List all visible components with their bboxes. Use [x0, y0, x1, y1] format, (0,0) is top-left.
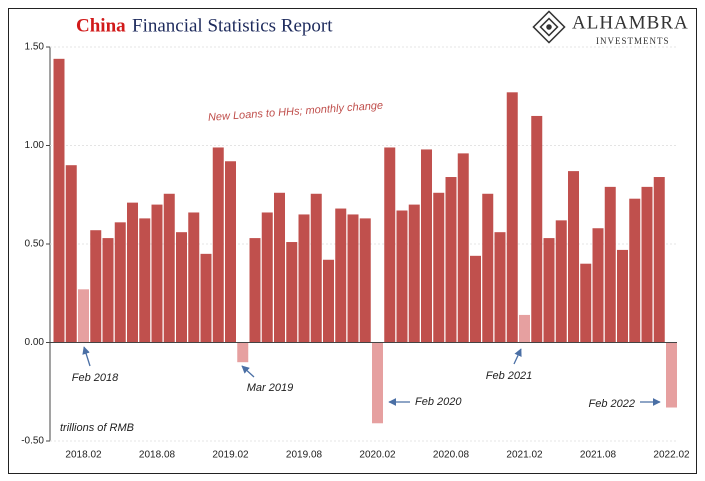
bar: [176, 232, 187, 343]
bar: [139, 218, 151, 343]
bar: [372, 342, 383, 424]
bar: [249, 238, 261, 343]
x-tick-label: 2020.02: [359, 450, 396, 461]
x-tick-label: 2019.02: [212, 450, 249, 461]
bar: [470, 255, 481, 343]
x-tick-label: 2022.02: [653, 450, 690, 461]
y-tick-label: -0.50: [21, 436, 44, 447]
bar: [65, 165, 77, 343]
chart-title: Financial Statistics Report: [132, 15, 333, 36]
annotation: Mar 2019: [247, 382, 293, 394]
bar: [568, 171, 579, 343]
bar: [421, 149, 432, 343]
bar: [286, 242, 298, 343]
bar: [531, 115, 543, 343]
bar: [433, 192, 445, 343]
x-tick-label: 2021.08: [580, 450, 617, 461]
x-tick-label: 2020.08: [433, 450, 470, 461]
bar: [335, 208, 347, 343]
bar: [90, 230, 102, 343]
bar: [274, 192, 285, 343]
bar: [666, 342, 677, 408]
annotation: Feb 2021: [486, 370, 532, 382]
annotation: Feb 2020: [415, 396, 462, 408]
bar: [555, 220, 567, 343]
bar: [261, 212, 273, 343]
bar: [543, 238, 555, 343]
x-tick-label: 2018.02: [65, 450, 102, 461]
annotation-arrow: [82, 346, 91, 367]
bar: [494, 232, 506, 343]
bar: [604, 186, 616, 343]
y-tick-label: 1.50: [25, 42, 45, 53]
bar: [580, 263, 592, 343]
bar: [114, 222, 126, 343]
x-tick-label: 2018.08: [139, 450, 176, 461]
bar: [359, 218, 371, 343]
bar: [519, 314, 530, 343]
bar: [237, 342, 249, 363]
x-tick-label: 2019.08: [286, 450, 323, 461]
bar: [408, 204, 420, 343]
bar: [347, 214, 359, 343]
logo-name: ALHAMBRA: [572, 12, 689, 33]
bar: [53, 58, 65, 343]
bar: [298, 214, 310, 343]
bar: [396, 210, 408, 343]
bar: [102, 238, 114, 343]
annotation-arrow: [513, 348, 522, 365]
bar: [617, 249, 628, 343]
bar: [457, 153, 469, 343]
logo-icon: [532, 10, 566, 44]
bar: [225, 161, 236, 343]
bar: [482, 193, 494, 343]
bar: [506, 92, 518, 343]
y-tick-label: 0.50: [25, 239, 45, 250]
annotation: Feb 2018: [72, 372, 119, 384]
x-tick-label: 2021.02: [506, 450, 543, 461]
bar: [592, 228, 604, 343]
title-highlight: China: [76, 15, 126, 36]
bar: [629, 198, 641, 343]
bar: [151, 204, 163, 343]
bar: [323, 259, 334, 343]
y-tick-label: 1.00: [25, 140, 45, 151]
bar: [310, 193, 322, 343]
bar: [127, 202, 138, 343]
bar: [188, 212, 200, 343]
bar: [641, 186, 653, 343]
bar: [78, 289, 89, 343]
bar: [200, 253, 212, 343]
annotation-arrow: [241, 365, 255, 378]
logo-tagline: INVESTMENTS: [596, 36, 670, 46]
y-tick-label: 0.00: [25, 337, 45, 348]
annotation: Feb 2022: [589, 398, 635, 410]
bar: [212, 147, 224, 343]
bar: [653, 177, 665, 343]
bar: [163, 193, 175, 343]
bar: [445, 177, 457, 343]
bar: [384, 147, 396, 343]
unit-label: trillions of RMB: [60, 422, 134, 434]
